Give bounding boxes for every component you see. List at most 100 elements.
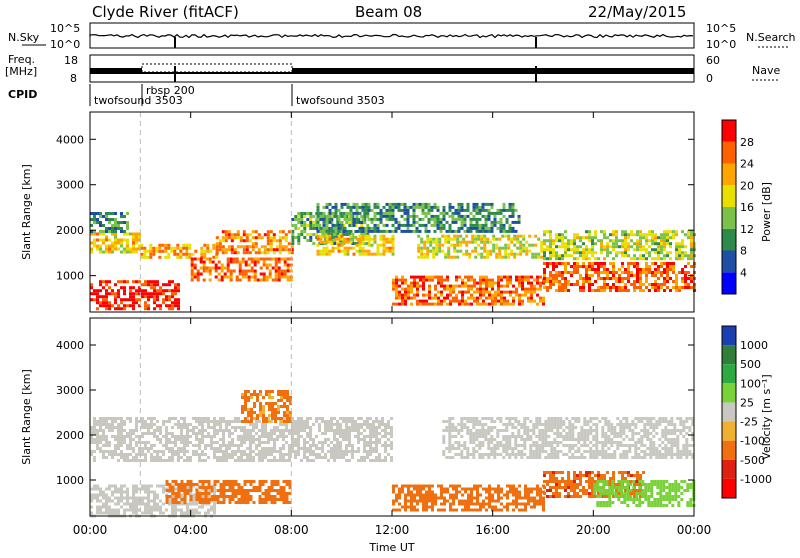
echo-cell [234, 444, 237, 447]
echo-cell [591, 262, 594, 265]
echo-cell [147, 447, 150, 450]
echo-cell [518, 300, 521, 303]
echo-cell [195, 509, 198, 512]
echo-cell [321, 444, 324, 447]
echo-cell [152, 250, 155, 253]
echo-cell [501, 247, 504, 250]
echo-cell [217, 501, 220, 504]
echo-cell [401, 203, 404, 206]
echo-cell [386, 250, 389, 253]
echo-cell [178, 501, 181, 504]
echo-cell [222, 432, 225, 435]
echo-cell [489, 241, 492, 244]
echo-cell [260, 273, 263, 276]
echo-cell [176, 256, 179, 259]
echo-cell [282, 453, 285, 456]
echo-cell [123, 307, 126, 310]
echo-cell [315, 435, 318, 438]
echo-cell [347, 238, 350, 241]
echo-cell [189, 456, 192, 459]
echo-cell [267, 459, 270, 462]
echo-cell [413, 294, 416, 297]
echo-cell [503, 297, 506, 300]
echo-cell [175, 495, 178, 498]
echo-cell [129, 438, 132, 441]
echo-cell [627, 474, 630, 477]
echo-cell [368, 227, 371, 230]
echo-cell [431, 218, 434, 221]
echo-cell [476, 300, 479, 303]
echo-cell [317, 221, 320, 224]
echo-cell [141, 432, 144, 435]
echo-cell [245, 276, 248, 279]
echo-cell [384, 450, 387, 453]
echo-cell [297, 212, 300, 215]
echo-cell [166, 483, 169, 486]
echo-cell [428, 294, 431, 297]
echo-cell [585, 257, 588, 260]
echo-cell [171, 456, 174, 459]
echo-cell [123, 459, 126, 462]
echo-cell [236, 276, 239, 279]
echo-cell [111, 289, 114, 292]
echo-cell [345, 417, 348, 420]
echo-cell [351, 420, 354, 423]
echo-cell [461, 279, 464, 282]
echo-cell [153, 503, 156, 506]
echo-cell [663, 289, 666, 292]
echo-cell [366, 450, 369, 453]
echo-cell [320, 227, 323, 230]
echo-cell [246, 236, 249, 239]
echo-cell [524, 491, 527, 494]
echo-cell [144, 447, 147, 450]
echo-cell [603, 268, 606, 271]
echo-cell [207, 444, 210, 447]
echo-cell [253, 405, 256, 408]
echo-cell [561, 257, 564, 260]
echo-cell [347, 241, 350, 244]
echo-cell [582, 236, 585, 239]
echo-cell [93, 245, 96, 248]
echo-cell [162, 423, 165, 426]
echo-cell [132, 447, 135, 450]
echo-cell [410, 509, 413, 512]
echo-cell [681, 257, 684, 260]
echo-cell [114, 292, 117, 295]
echo-cell [353, 247, 356, 250]
echo-cell [552, 242, 555, 245]
colorbar-swatch [722, 164, 736, 186]
echo-cell [395, 285, 398, 288]
echo-cell [579, 474, 582, 477]
echo-cell [280, 399, 283, 402]
echo-cell [452, 500, 455, 503]
echo-cell [690, 280, 693, 283]
echo-cell [294, 432, 297, 435]
echo-cell [251, 267, 254, 270]
echo-cell [651, 248, 654, 251]
echo-cell [114, 227, 117, 230]
echo-cell [345, 233, 348, 236]
echo-cell [476, 488, 479, 491]
echo-cell [246, 239, 249, 242]
echo-cell [111, 218, 114, 221]
echo-cell [279, 450, 282, 453]
echo-cell [422, 488, 425, 491]
echo-cell [99, 304, 102, 307]
echo-cell [564, 280, 567, 283]
echo-cell [594, 257, 597, 260]
echo-cell [153, 295, 156, 298]
echo-cell [374, 253, 377, 256]
echo-cell [654, 262, 657, 265]
echo-cell [419, 491, 422, 494]
echo-cell [447, 250, 450, 253]
echo-cell [407, 218, 410, 221]
echo-cell [482, 300, 485, 303]
echo-cell [254, 258, 257, 261]
echo-cell [147, 423, 150, 426]
echo-cell [398, 291, 401, 294]
echo-cell [141, 512, 144, 515]
echo-cell [449, 509, 452, 512]
echo-cell [240, 441, 243, 444]
echo-cell [330, 227, 333, 230]
echo-cell [228, 429, 231, 432]
